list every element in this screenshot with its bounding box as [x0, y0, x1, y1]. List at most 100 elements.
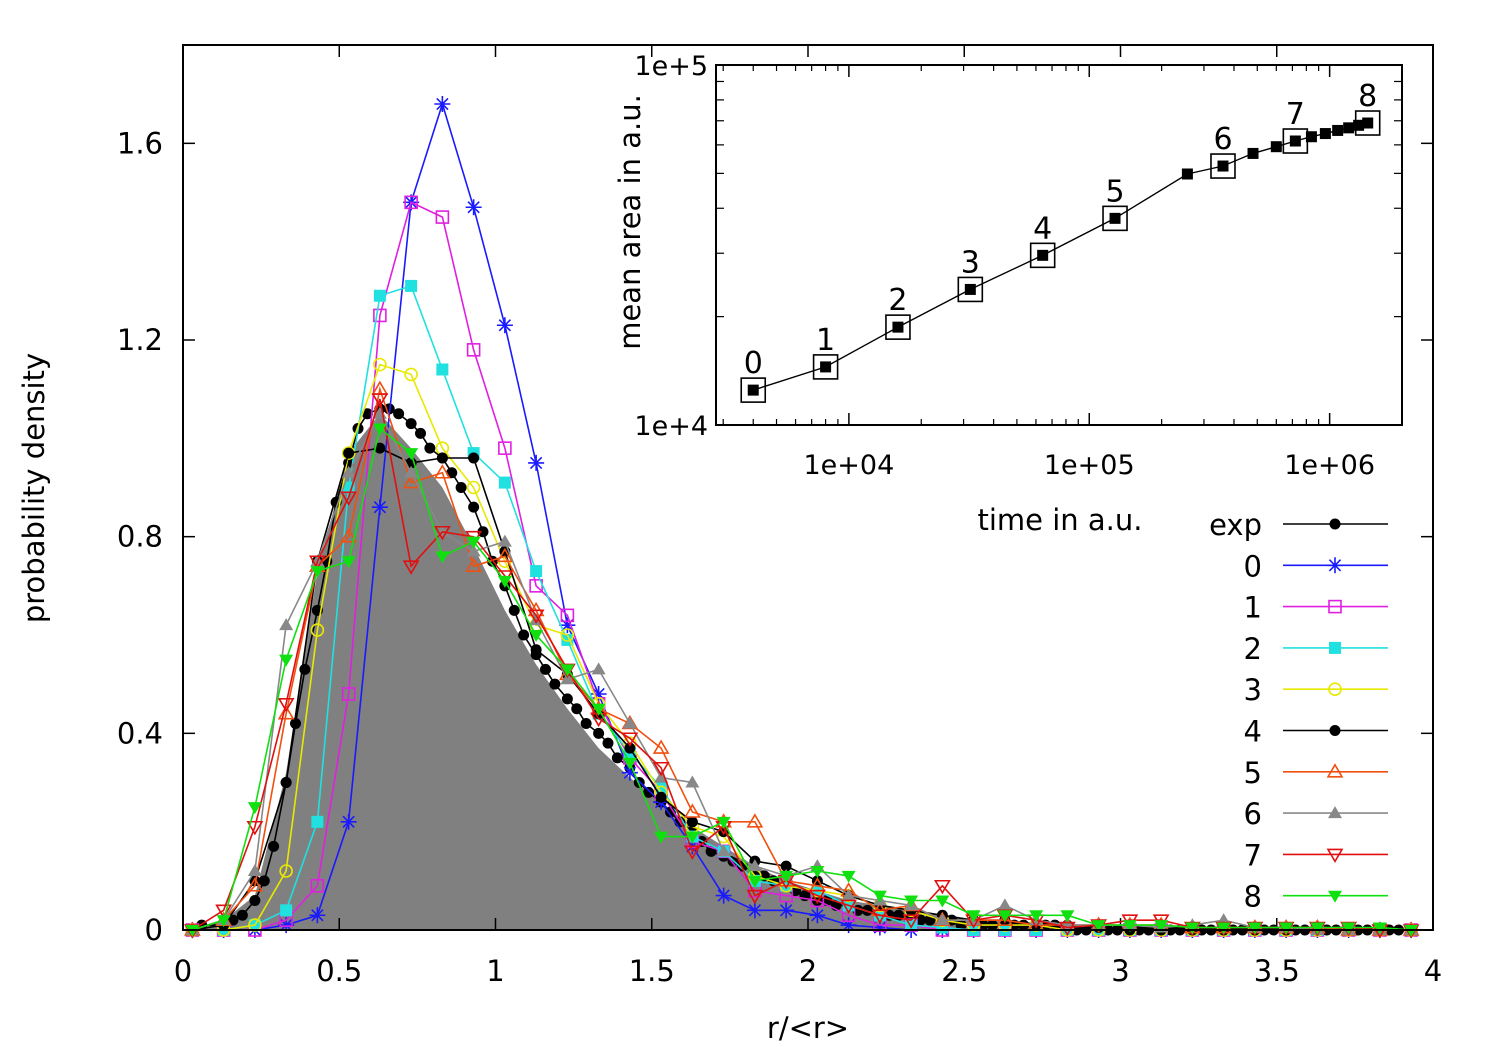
- x-tick-label: 3.5: [1254, 954, 1300, 988]
- series-point-7: [277, 698, 295, 713]
- series-point-8: [685, 831, 700, 844]
- series-point-6: [841, 888, 856, 901]
- legend-marker: [1328, 890, 1342, 903]
- series-point-0: [778, 902, 795, 919]
- series-point-8: [747, 875, 762, 888]
- series-point-2: [373, 289, 386, 302]
- series-point-4: [686, 816, 698, 828]
- series-point-0: [465, 199, 482, 216]
- main-plot-frame: [182, 44, 1434, 931]
- y-tick-label: 0: [145, 913, 163, 947]
- series-8: [185, 423, 1419, 937]
- series-point-8: [466, 536, 481, 549]
- series-point-6: [497, 534, 512, 547]
- series-point-6: [654, 770, 669, 783]
- legend-marker: [1327, 557, 1343, 574]
- inset-point-label: 0: [744, 346, 763, 381]
- legend-label: 0: [1244, 549, 1262, 583]
- series-point-7: [683, 845, 701, 860]
- series-point-exp: [393, 408, 405, 420]
- series-point-4: [655, 791, 667, 803]
- series-point-7: [402, 560, 420, 575]
- series-point-7: [340, 491, 358, 506]
- series-point-8: [1060, 910, 1075, 923]
- inset-series-point: [1247, 147, 1259, 159]
- series-point-2: [655, 781, 668, 794]
- inset-chart: 1e+04 1e+05 1e+06 1e+4 1e+5 0 1 2 3 4 5 6 7 8 time i…: [613, 51, 1403, 537]
- series-point-6: [685, 775, 700, 788]
- inset-point-label: 3: [961, 245, 980, 280]
- series-point-7: [652, 761, 670, 777]
- series-point-4: [280, 777, 292, 788]
- series-point-4: [530, 644, 542, 656]
- legend-marker: [1326, 763, 1344, 778]
- inset-x-tick-label: 1e+04: [803, 450, 894, 481]
- inset-series-point: [964, 283, 976, 295]
- series-point-0: [871, 919, 888, 936]
- legend-marker: [1328, 599, 1342, 614]
- series-point-8: [654, 831, 669, 844]
- series-point-8: [997, 910, 1012, 923]
- series-point-7: [433, 525, 451, 541]
- series-point-0: [840, 917, 857, 934]
- series-6: [185, 406, 1419, 935]
- inset-point-label: 5: [1105, 174, 1124, 209]
- series-point-8: [1279, 922, 1294, 935]
- inset-axis-ticks: 1e+04 1e+05 1e+06 1e+4 1e+5: [634, 51, 1403, 481]
- series-point-5: [996, 911, 1014, 926]
- series-point-0: [496, 317, 513, 334]
- series-point-exp: [415, 427, 426, 439]
- series-point-2: [405, 279, 418, 292]
- inset-series-point: [1319, 128, 1331, 140]
- series-point-8: [435, 551, 450, 564]
- series-point-8: [1341, 922, 1356, 935]
- series-point-2: [280, 904, 293, 917]
- inset-point-label: 8: [1358, 79, 1377, 114]
- series-point-exp: [861, 904, 873, 916]
- series-point-0: [278, 917, 295, 934]
- inset-y-tick-label: 1e+5: [634, 51, 708, 82]
- series-point-8: [404, 448, 419, 461]
- legend-label: 2: [1244, 632, 1262, 666]
- series-point-7: [371, 393, 389, 408]
- series-point-1: [466, 343, 481, 357]
- series-point-1: [341, 687, 356, 701]
- inset-box-marker: [1210, 153, 1236, 179]
- legend-label: exp: [1209, 508, 1262, 542]
- series-point-exp: [424, 442, 436, 454]
- series-point-8: [1154, 920, 1169, 933]
- series-point-5: [246, 877, 264, 892]
- main-chart: 0 0.5 1 1.5 2 2.5 3 3.5 4 0 0.4 0.8 1.2 1.6 r/<r> pro…: [17, 44, 1442, 1045]
- series-point-4: [468, 452, 480, 464]
- series-point-8: [716, 816, 731, 829]
- series-point-exp: [571, 703, 583, 715]
- series-point-7: [902, 914, 920, 929]
- series-point-1: [498, 441, 512, 455]
- series-point-8: [372, 423, 387, 436]
- inset-box-marker: [1354, 110, 1381, 136]
- series-point-3: [373, 357, 387, 372]
- series-point-3: [279, 864, 293, 878]
- series-point-6: [716, 844, 731, 857]
- series-point-0: [746, 902, 763, 919]
- series-point-exp: [549, 678, 561, 690]
- series-point-8: [591, 703, 606, 716]
- inset-series-point: [1343, 122, 1355, 134]
- legend-marker: [1329, 518, 1341, 530]
- main-axis-ticks: 0 0.5 1 1.5 2 2.5 3 3.5 4 0 0.4 0.8 1.2 1.6: [117, 45, 1442, 988]
- legend-marker: [1329, 641, 1341, 654]
- inset-series-point: [747, 384, 759, 396]
- series-point-2: [311, 815, 324, 828]
- series-point-3: [341, 446, 356, 460]
- inset-y-axis-label: mean area in a.u.: [613, 94, 647, 350]
- series-point-exp: [455, 482, 467, 493]
- series-point-exp: [602, 737, 614, 749]
- series-point-6: [560, 672, 575, 685]
- series-point-exp: [258, 875, 270, 887]
- series-point-exp: [561, 693, 573, 705]
- series-point-8: [1247, 922, 1262, 935]
- inset-series-point: [1181, 168, 1193, 180]
- y-tick-label: 1.2: [117, 323, 163, 357]
- series-point-3: [310, 623, 325, 637]
- x-tick-label: 4: [1424, 954, 1442, 988]
